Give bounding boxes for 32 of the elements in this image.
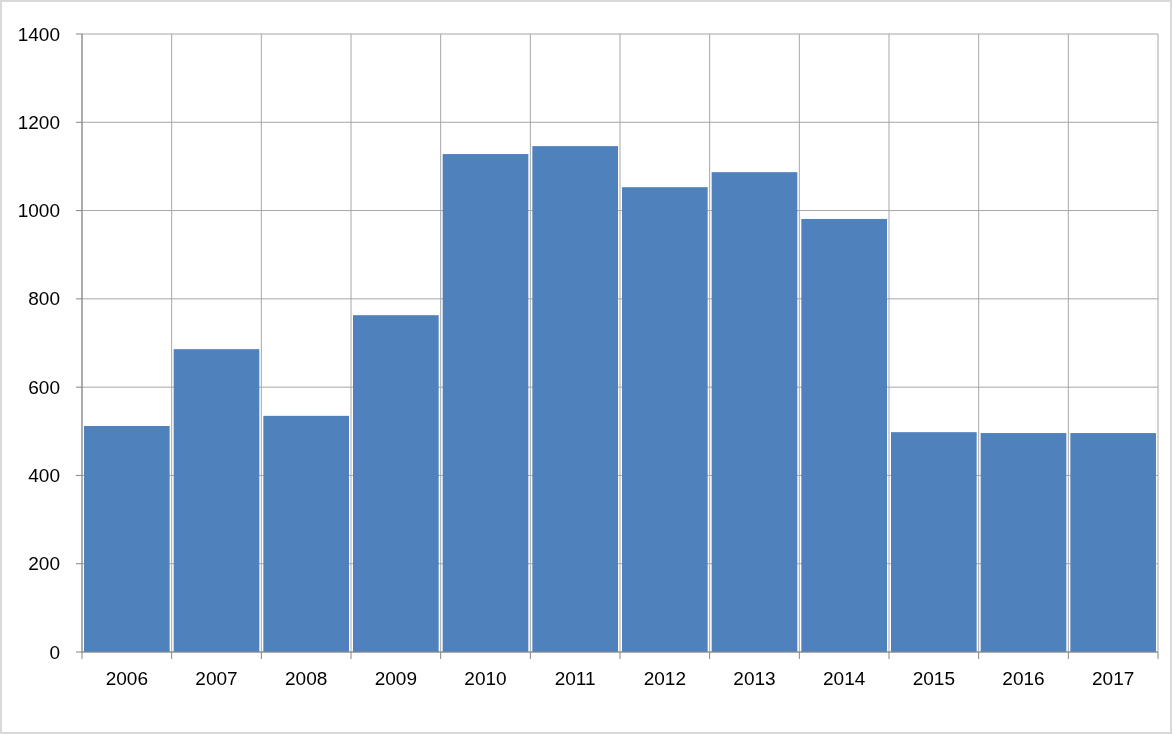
y-tick-label: 1000 [17,200,60,222]
bar [980,433,1067,652]
y-tick-label: 400 [28,464,60,486]
bar [1070,433,1156,652]
bar [532,146,618,652]
bar [353,315,439,652]
bar [84,425,170,652]
y-tick-label: 1200 [17,111,60,133]
bar [891,432,977,652]
y-tick-label: 1400 [17,23,60,45]
y-tick-label: 0 [49,641,60,663]
bar [622,187,708,652]
x-tick-label: 2008 [285,668,328,689]
bar [442,154,529,652]
x-tick-label: 2017 [1092,668,1135,689]
bar [173,349,260,652]
bar [801,218,887,652]
x-tick-label: 2007 [195,668,238,689]
y-tick-label: 600 [28,376,60,398]
y-tick-label: 800 [28,288,60,310]
x-tick-label: 2014 [823,668,866,689]
x-tick-label: 2006 [105,668,148,689]
bar [263,415,349,652]
x-tick-label: 2009 [374,668,417,689]
bar [711,172,798,652]
x-tick-label: 2015 [912,668,955,689]
x-tick-label: 2016 [1002,668,1045,689]
x-tick-label: 2011 [554,668,596,689]
x-tick-label: 2012 [643,668,686,689]
y-tick-label: 200 [28,553,60,575]
x-tick-label: 2010 [464,668,507,689]
x-tick-label: 2013 [733,668,776,689]
